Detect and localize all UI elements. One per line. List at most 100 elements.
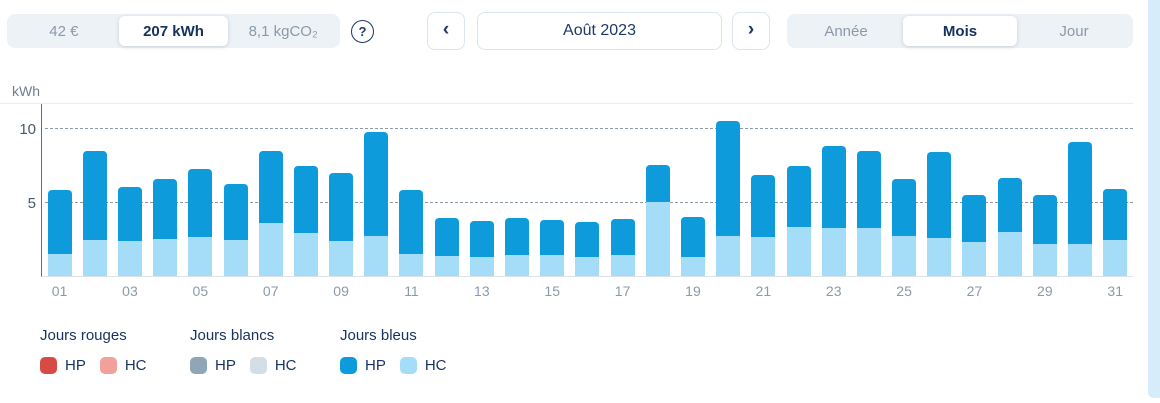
bar-slot-09: 09: [324, 104, 359, 299]
bar-day-14[interactable]: [505, 218, 530, 276]
bar-day-09[interactable]: [329, 173, 354, 276]
bar-day-03[interactable]: [117, 187, 142, 276]
bar-day-07[interactable]: [258, 150, 283, 276]
bar-day-22[interactable]: [786, 166, 811, 276]
bar-day-31-hp: [1103, 188, 1128, 241]
bar-day-05-hp: [188, 168, 213, 238]
tab-mois[interactable]: Mois: [903, 16, 1017, 46]
bar-day-21[interactable]: [751, 174, 776, 276]
bar-day-07-hc: [258, 223, 283, 276]
bar-day-08-hp: [293, 166, 318, 234]
bar-day-27-hc: [962, 241, 987, 276]
legend-row-jours-blancs: HP HC: [190, 357, 297, 374]
bar-day-01[interactable]: [47, 189, 72, 276]
x-tick-label-23: 23: [825, 283, 842, 299]
bar-day-20-hp: [716, 120, 741, 237]
bar-day-06[interactable]: [223, 184, 248, 276]
bar-day-14-hp: [505, 218, 530, 256]
y-tick-label-10: 10: [19, 121, 36, 139]
bar-day-16[interactable]: [575, 221, 600, 276]
bar-slot-25: 25: [887, 104, 922, 299]
unit-option-42[interactable]: 42 €: [9, 16, 119, 46]
bar-day-24[interactable]: [856, 150, 881, 276]
x-tick-label-17: 17: [614, 283, 631, 299]
bar-day-11[interactable]: [399, 189, 424, 276]
bar-slot-06: [218, 104, 253, 276]
bar-day-13-hp: [469, 221, 494, 257]
bar-day-26[interactable]: [927, 152, 952, 276]
legend-label-jours-blancs-hc: HC: [274, 357, 297, 374]
bar-day-27[interactable]: [962, 194, 987, 276]
bar-slot-08: [288, 104, 323, 276]
legend-label-jours-blancs-hp: HP: [215, 357, 236, 374]
bar-slot-27: 27: [957, 104, 992, 299]
bar-day-31[interactable]: [1103, 188, 1128, 276]
x-tick-label-19: 19: [685, 283, 701, 299]
bar-day-28[interactable]: [997, 177, 1022, 276]
bar-slot-11: 11: [394, 104, 429, 299]
bar-day-11-hc: [399, 254, 424, 276]
next-month-button[interactable]: ›: [732, 12, 770, 50]
bar-day-12[interactable]: [434, 218, 459, 276]
bar-day-20-hc: [716, 236, 741, 276]
x-tick-label-29: 29: [1037, 283, 1053, 299]
unit-option-8-1-kgco[interactable]: 8,1 kgCO₂: [228, 16, 338, 46]
bar-day-23[interactable]: [821, 145, 846, 276]
bar-day-11-hp: [399, 189, 424, 255]
bar-day-19[interactable]: [680, 217, 705, 276]
bar-slot-31: 31: [1098, 104, 1133, 299]
bar-slot-28: [992, 104, 1027, 276]
bar-day-25[interactable]: [892, 179, 917, 276]
bar-day-30-hc: [1068, 244, 1093, 276]
prev-month-button[interactable]: ‹: [427, 12, 465, 50]
bar-slot-19: 19: [675, 104, 710, 299]
bar-slot-03: 03: [112, 104, 147, 299]
x-tick-label-31: 31: [1107, 283, 1123, 299]
right-edge-panel: [1148, 0, 1160, 398]
bar-day-10[interactable]: [364, 132, 389, 276]
bar-day-17[interactable]: [610, 218, 635, 276]
bar-day-27-hp: [962, 194, 987, 242]
bar-slot-22: [781, 104, 816, 276]
legend-item-jours-bleus-hp: HP: [340, 357, 386, 374]
bar-day-14-hc: [505, 255, 530, 276]
bar-day-05[interactable]: [188, 168, 213, 276]
bar-day-10-hc: [364, 235, 389, 276]
bar-slot-21: 21: [746, 104, 781, 299]
bar-day-30[interactable]: [1068, 141, 1093, 276]
bar-slot-18: [640, 104, 675, 276]
y-axis-unit-label: kWh: [12, 83, 40, 99]
bar-day-02[interactable]: [82, 150, 107, 276]
bar-day-05-hc: [188, 237, 213, 276]
help-icon[interactable]: ?: [351, 20, 374, 43]
unit-option-207-kwh[interactable]: 207 kWh: [118, 16, 229, 46]
legend-group-jours-rouges: Jours rouges HP HC: [40, 327, 147, 374]
bar-slot-17: 17: [605, 104, 640, 299]
bar-day-08[interactable]: [293, 166, 318, 276]
bar-day-16-hc: [575, 256, 600, 276]
bar-day-18-hp: [645, 165, 670, 202]
bar-day-29[interactable]: [1032, 194, 1057, 276]
bar-day-10-hp: [364, 132, 389, 236]
bar-day-04[interactable]: [153, 179, 178, 276]
bar-day-04-hp: [153, 179, 178, 240]
legend-item-jours-blancs-hp: HP: [190, 357, 236, 374]
current-period-label[interactable]: Août 2023: [477, 12, 722, 50]
legend-swatch-jours-bleus-hc: [399, 357, 417, 374]
bar-day-19-hp: [680, 217, 705, 257]
tab-ann-e[interactable]: Année: [789, 16, 903, 46]
bar-day-13[interactable]: [469, 221, 494, 276]
legend-title-jours-rouges: Jours rouges: [40, 327, 127, 344]
bar-day-09-hp: [329, 173, 354, 241]
bar-day-25-hp: [892, 179, 917, 237]
bar-day-15-hc: [540, 255, 565, 276]
legend-label-jours-bleus-hc: HC: [424, 357, 447, 374]
bar-day-17-hc: [610, 254, 635, 276]
tab-jour[interactable]: Jour: [1017, 16, 1131, 46]
bar-day-20[interactable]: [716, 120, 741, 276]
bar-day-06-hp: [223, 184, 248, 241]
bar-day-12-hp: [434, 218, 459, 257]
bar-day-18[interactable]: [645, 165, 670, 276]
bar-day-13-hc: [469, 256, 494, 276]
bar-day-15[interactable]: [540, 220, 565, 276]
